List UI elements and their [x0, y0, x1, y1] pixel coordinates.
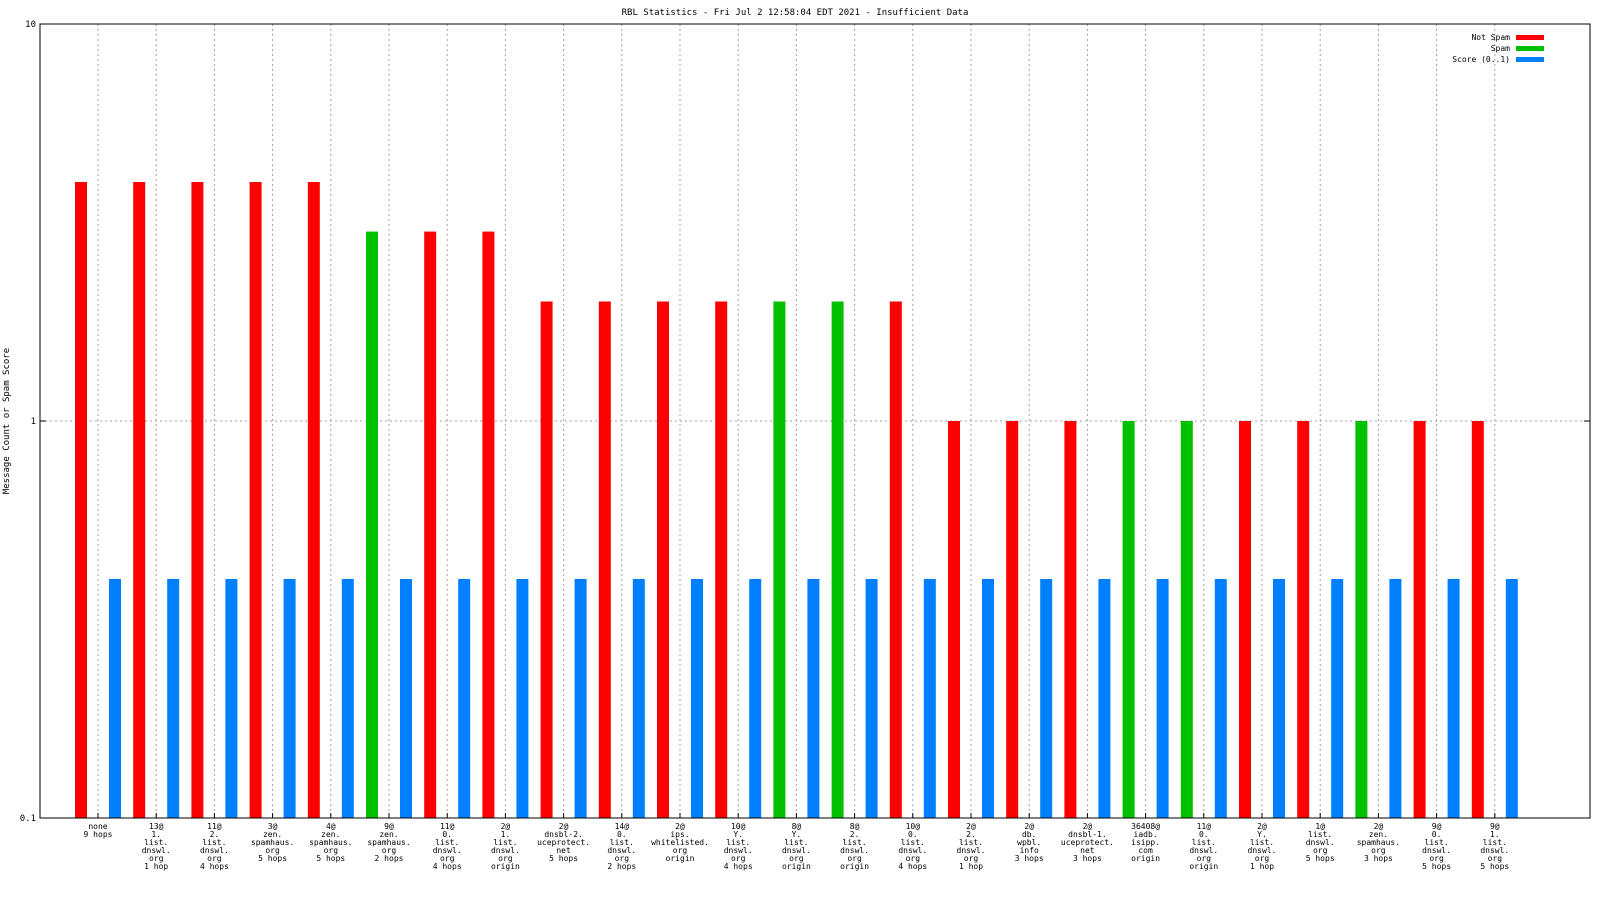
chart-title: RBL Statistics - Fri Jul 2 12:58:04 EDT … — [622, 8, 969, 18]
x-tick-label: 9@ 0. list. dnswl. org 5 hops — [1422, 822, 1451, 871]
y-tick-label: 0.1 — [20, 814, 36, 824]
bar-spam — [773, 301, 786, 818]
x-tick-label: 2@ Y. list. dnswl. org 1 hop — [1248, 822, 1277, 871]
ticks-layer: 0.1 1 10 — [20, 20, 1590, 824]
legend-label: Not Spam — [1471, 33, 1510, 42]
bars-layer — [75, 181, 1518, 818]
x-tick-label: 2@ ips. whitelisted. org origin — [651, 822, 709, 863]
bar-score — [225, 578, 238, 818]
bar-score — [807, 578, 820, 818]
bar-spam — [366, 231, 378, 818]
bar-score — [1156, 578, 1169, 818]
bar-score — [1505, 578, 1518, 818]
x-tick-label: 2@ db. wpbl. info 3 hops — [1015, 822, 1044, 863]
bar-not-spam — [715, 301, 728, 818]
bar-score — [1331, 578, 1344, 818]
x-tick-label: 10@ Y. list. dnswl. org 4 hops — [724, 822, 753, 871]
x-tick-label: 14@ 0. list. dnswl. org 2 hops — [607, 822, 636, 871]
x-tick-label: 3@ zen. spamhaus. org 5 hops — [251, 822, 294, 863]
bar-score — [1273, 578, 1285, 818]
bar-score — [283, 578, 296, 818]
y-axis-label: Message Count or Spam Score — [2, 348, 12, 494]
bar-score — [923, 578, 936, 818]
bar-not-spam — [133, 181, 146, 818]
x-tick-label: 4@ zen. spamhaus. org 5 hops — [309, 822, 352, 863]
bar-not-spam — [948, 421, 960, 818]
bar-not-spam — [598, 301, 611, 818]
y-tick-label: 10 — [25, 20, 36, 30]
bar-score — [458, 578, 471, 818]
x-tick-label: 2@ 2. list. dnswl. org 1 hop — [957, 822, 986, 871]
x-tick-labels: none 9 hops 13@ 1. list. dnswl. org 1 hop 11@ 2. l… — [84, 822, 1510, 871]
bar-spam — [1355, 421, 1368, 818]
bar-not-spam — [191, 181, 204, 818]
bar-not-spam — [1471, 421, 1484, 818]
x-tick-label: 10@ 0. list. dnswl. org 4 hops — [898, 822, 927, 871]
legend-swatch-spam — [1516, 46, 1544, 51]
bar-score — [1447, 578, 1460, 818]
bar-score — [865, 578, 878, 818]
bar-score — [1389, 578, 1402, 818]
bar-score — [1214, 578, 1227, 818]
bar-not-spam — [1064, 421, 1077, 818]
bar-score — [691, 578, 703, 818]
x-tick-label: 2@ zen. spamhaus. org 3 hops — [1357, 822, 1400, 863]
legend: Not Spam Spam Score (0..1) — [1452, 33, 1544, 64]
x-tick-label: 11@ 0. list. dnswl. org origin — [1189, 822, 1218, 871]
x-tick-label: 8@ 2. list. dnswl. org origin — [840, 822, 869, 871]
x-tick-label: 8@ Y. list. dnswl. org origin — [782, 822, 811, 871]
bar-score — [632, 578, 645, 818]
bar-score — [516, 578, 529, 818]
legend-swatch-score — [1516, 57, 1544, 62]
y-tick-label: 1 — [31, 417, 36, 427]
bar-not-spam — [482, 231, 495, 818]
bar-score — [1040, 578, 1053, 818]
bar-not-spam — [540, 301, 553, 818]
x-tick-label: 9@ zen. spamhaus. org 2 hops — [367, 822, 410, 863]
bar-score — [982, 578, 994, 818]
bar-score — [749, 578, 762, 818]
bar-not-spam — [75, 181, 87, 818]
bar-not-spam — [249, 181, 262, 818]
bar-not-spam — [1297, 421, 1310, 818]
bar-spam — [1180, 421, 1193, 818]
bar-score — [341, 578, 354, 818]
x-tick-label: 1@ list. dnswl. org 5 hops — [1306, 822, 1335, 863]
x-tick-label: 2@ dnsbl-2. uceprotect. net 5 hops — [537, 822, 590, 863]
x-tick-label: 11@ 0. list. dnswl. org 4 hops — [433, 822, 462, 871]
bar-spam — [831, 301, 844, 818]
bar-not-spam — [1006, 421, 1019, 818]
bar-not-spam — [424, 231, 437, 818]
x-tick-label: 9@ 1. list. dnswl. org 5 hops — [1480, 822, 1509, 871]
bar-not-spam — [1413, 421, 1426, 818]
bar-not-spam — [307, 181, 320, 818]
bar-not-spam — [889, 301, 902, 818]
x-tick-label: 2@ dnsbl-1. uceprotect. net 3 hops — [1061, 822, 1114, 863]
bar-score — [1098, 578, 1111, 818]
grid-layer — [40, 24, 1590, 818]
x-tick-label: 11@ 2. list. dnswl. org 4 hops — [200, 822, 229, 871]
bar-score — [167, 578, 180, 818]
bar-not-spam — [657, 301, 669, 818]
legend-label: Score (0..1) — [1452, 55, 1510, 64]
legend-swatch-not-spam — [1516, 35, 1544, 40]
x-tick-label: 36408@ iadb. isipp. com origin — [1131, 822, 1160, 863]
legend-label: Spam — [1491, 44, 1510, 53]
bar-spam — [1122, 421, 1135, 818]
bar-not-spam — [1239, 421, 1251, 818]
bar-score — [574, 578, 587, 818]
bar-score — [109, 578, 121, 818]
bar-score — [400, 578, 412, 818]
x-tick-label: none 9 hops — [84, 822, 113, 839]
x-tick-label: 13@ 1. list. dnswl. org 1 hop — [142, 822, 171, 871]
x-tick-label: 2@ 1. list. dnswl. org origin — [491, 822, 520, 871]
